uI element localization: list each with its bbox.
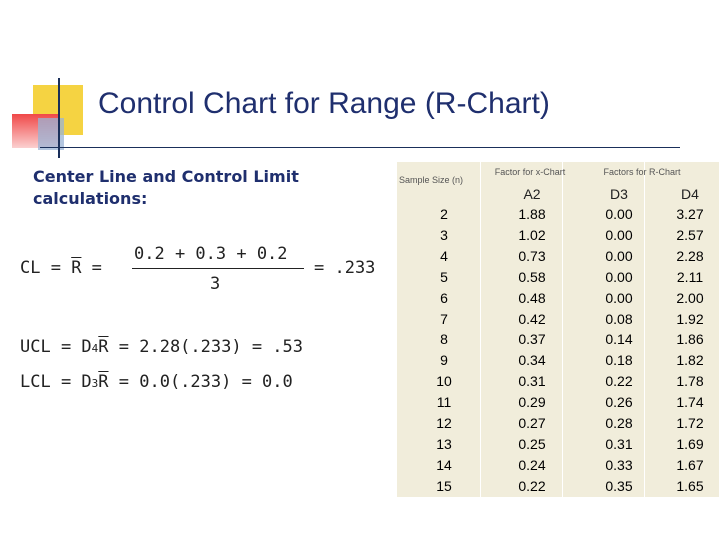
table-cell-n: 10 <box>436 373 452 390</box>
table-cell-d3: 0.00 <box>605 289 633 306</box>
table-cell-n: 7 <box>440 310 448 327</box>
table-cell-n: 2 <box>440 206 448 222</box>
table-cell-a2: 0.27 <box>518 415 546 431</box>
table-cell-d4: 1.69 <box>676 435 704 452</box>
table-cell-a2: 1.88 <box>518 206 546 222</box>
table-cell-n: 13 <box>436 435 452 452</box>
table-cell-n: 8 <box>440 331 448 348</box>
table-cell-a2: 0.22 <box>518 477 546 494</box>
table-cell-d3: 0.33 <box>605 456 633 473</box>
table-cell-d4: 2.57 <box>676 226 704 243</box>
table-cell-a2: 0.48 <box>518 289 546 306</box>
table-cell-n: 9 <box>440 352 448 369</box>
table-cell-d3: 0.00 <box>605 268 633 285</box>
decor-vertical-line <box>58 78 60 158</box>
table-cell-d4: 2.28 <box>676 247 704 264</box>
table-cell-d4: 1.86 <box>676 331 704 348</box>
lcl-equation: LCL = D3R = 0.0(.233) = 0.0 <box>20 372 293 392</box>
table-cell-d4: 1.72 <box>676 415 704 431</box>
table-cell-n: 14 <box>436 456 452 473</box>
table-cell-a2: 0.73 <box>518 247 546 264</box>
table-cell-d3: 0.00 <box>605 206 633 222</box>
decor-blue-square <box>38 118 64 150</box>
cl-numerator: 0.2 + 0.3 + 0.2 <box>134 244 288 264</box>
sample-size-header: Sample Size (n) <box>398 175 464 185</box>
title-underline <box>40 147 680 148</box>
col-header-a2: A2 <box>523 186 541 202</box>
table-cell-n: 3 <box>440 226 448 243</box>
table-cell-d4: 1.82 <box>676 352 704 369</box>
subtitle: Center Line and Control Limit calculatio… <box>33 167 299 208</box>
table-cell-d3: 0.28 <box>605 415 633 431</box>
table-cell-d3: 0.00 <box>605 226 633 243</box>
table-cell-a2: 0.29 <box>518 394 546 411</box>
table-cell-d3: 0.26 <box>605 394 633 411</box>
col-header-d4: D4 <box>681 186 699 202</box>
table-cell-d4: 1.65 <box>676 477 704 494</box>
factors-table: Sample Size (n) Factor for x-Chart Facto… <box>397 162 719 497</box>
table-cell-a2: 0.37 <box>518 331 546 348</box>
page-title: Control Chart for Range (R-Chart) <box>98 87 550 120</box>
table-cell-d3: 0.14 <box>605 331 633 348</box>
table-cell-n: 5 <box>440 268 448 285</box>
table-cell-d3: 0.35 <box>605 477 633 494</box>
cl-denominator: 3 <box>210 274 221 294</box>
table-cell-d4: 2.11 <box>676 268 704 285</box>
table-cell-d3: 0.18 <box>605 352 633 369</box>
table-cell-d3: 0.00 <box>605 247 633 264</box>
table-cell-n: 6 <box>440 289 448 306</box>
col-header-d3: D3 <box>610 186 628 202</box>
fraction-bar <box>132 268 304 269</box>
table-cell-d4: 3.27 <box>676 206 704 222</box>
table-cell-d3: 0.22 <box>605 373 633 390</box>
table-cell-a2: 1.02 <box>518 226 546 243</box>
table-cell-n: 4 <box>440 247 448 264</box>
table-cell-n: 15 <box>436 477 452 494</box>
table-cell-n: 11 <box>436 394 452 411</box>
rchart-header: Factors for R-Chart <box>603 167 681 177</box>
cl-result: = .233 <box>314 258 376 278</box>
table-cell-n: 12 <box>436 415 452 431</box>
table-cell-a2: 0.42 <box>518 310 546 327</box>
cl-equation-lhs: CL = R = <box>20 258 102 278</box>
table-cell-d3: 0.08 <box>605 310 633 327</box>
table-cell-d4: 2.00 <box>676 289 704 306</box>
table-cell-d4: 1.74 <box>676 394 704 411</box>
table-cell-a2: 0.58 <box>518 268 546 285</box>
xchart-header: Factor for x-Chart <box>494 167 566 177</box>
ucl-equation: UCL = D4R = 2.28(.233) = .53 <box>20 337 303 357</box>
table-cell-a2: 0.25 <box>518 435 546 452</box>
table-cell-d4: 1.67 <box>676 456 704 473</box>
table-cell-a2: 0.24 <box>518 456 546 473</box>
table-cell-d3: 0.31 <box>605 435 633 452</box>
table-cell-d4: 1.78 <box>676 373 704 390</box>
table-cell-a2: 0.31 <box>518 373 546 390</box>
table-cell-a2: 0.34 <box>518 352 546 369</box>
table-cell-d4: 1.92 <box>676 310 704 327</box>
